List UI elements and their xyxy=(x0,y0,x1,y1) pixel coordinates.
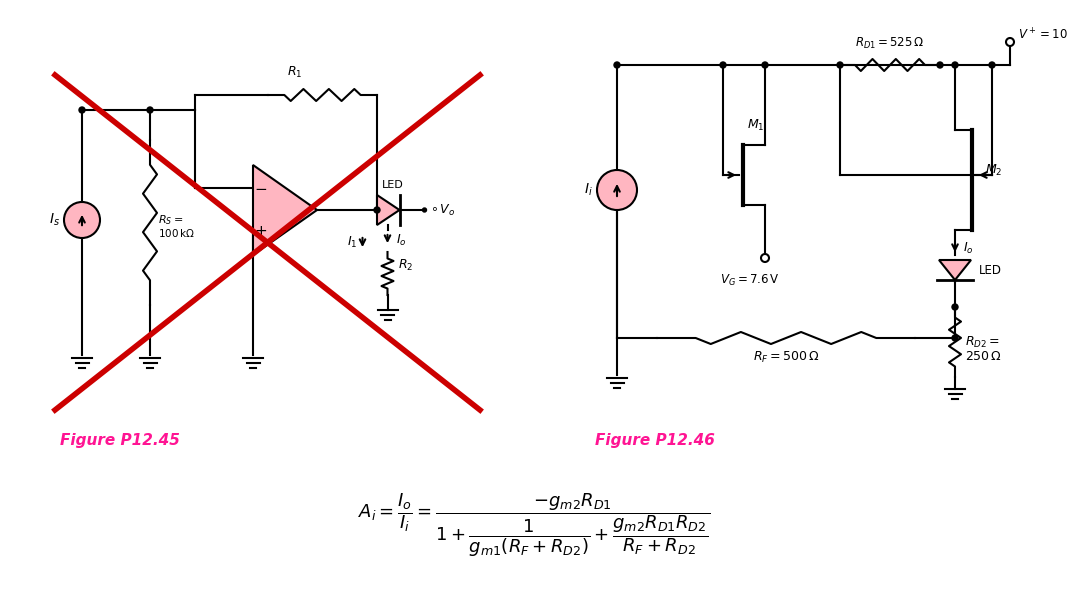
Text: LED: LED xyxy=(979,264,1002,276)
Circle shape xyxy=(422,208,427,212)
Circle shape xyxy=(721,62,726,68)
Text: $R_2$: $R_2$ xyxy=(398,258,413,273)
Text: $I_s$: $I_s$ xyxy=(49,212,60,228)
Circle shape xyxy=(989,62,995,68)
Polygon shape xyxy=(377,195,400,225)
Polygon shape xyxy=(939,260,971,280)
Text: $R_1$: $R_1$ xyxy=(288,65,303,80)
Text: $I_o$: $I_o$ xyxy=(396,233,406,248)
Circle shape xyxy=(761,254,769,262)
Circle shape xyxy=(1006,38,1014,46)
Text: $V^+ = 10\,\mathrm{V}$: $V^+ = 10\,\mathrm{V}$ xyxy=(1018,28,1069,42)
Text: $+$: $+$ xyxy=(254,224,267,240)
Circle shape xyxy=(64,202,100,238)
Text: $250\,\Omega$: $250\,\Omega$ xyxy=(965,349,1002,362)
Circle shape xyxy=(148,107,153,113)
Circle shape xyxy=(762,62,768,68)
Circle shape xyxy=(952,304,958,310)
Text: $R_F = 500\,\Omega$: $R_F = 500\,\Omega$ xyxy=(753,350,819,365)
Text: $R_{D1} = 525\,\Omega$: $R_{D1} = 525\,\Omega$ xyxy=(855,36,925,51)
Text: LED: LED xyxy=(382,180,404,190)
Text: $I_o$: $I_o$ xyxy=(963,240,974,255)
Text: $\circ\,V_o$: $\circ\,V_o$ xyxy=(430,203,454,218)
Circle shape xyxy=(614,62,620,68)
Circle shape xyxy=(79,107,86,113)
Text: $A_i = \dfrac{I_o}{I_i} = \dfrac{-g_{m2}R_{D1}}{1 + \dfrac{1}{g_{m1}(R_F + R_{D2: $A_i = \dfrac{I_o}{I_i} = \dfrac{-g_{m2}… xyxy=(358,492,710,559)
Text: $I_i$: $I_i$ xyxy=(585,182,593,198)
Circle shape xyxy=(837,62,843,68)
Text: $R_{D2} =$: $R_{D2} =$ xyxy=(965,334,1000,350)
Circle shape xyxy=(952,62,958,68)
Circle shape xyxy=(938,62,943,68)
Text: $V_G = 7.6\,\mathrm{V}$: $V_G = 7.6\,\mathrm{V}$ xyxy=(721,273,779,288)
Circle shape xyxy=(597,170,637,210)
Text: $I_1$: $I_1$ xyxy=(347,234,357,249)
Text: Figure P12.46: Figure P12.46 xyxy=(595,433,715,448)
Text: $R_S =$: $R_S =$ xyxy=(158,213,183,227)
Circle shape xyxy=(374,207,379,213)
Text: $-$: $-$ xyxy=(254,181,267,196)
Text: $M_2$: $M_2$ xyxy=(985,163,1003,178)
Text: Figure P12.45: Figure P12.45 xyxy=(60,433,180,448)
Text: $100\,\mathrm{k}\Omega$: $100\,\mathrm{k}\Omega$ xyxy=(158,227,195,239)
Polygon shape xyxy=(253,165,317,255)
Text: $M_1$: $M_1$ xyxy=(747,118,764,133)
Circle shape xyxy=(952,335,958,341)
